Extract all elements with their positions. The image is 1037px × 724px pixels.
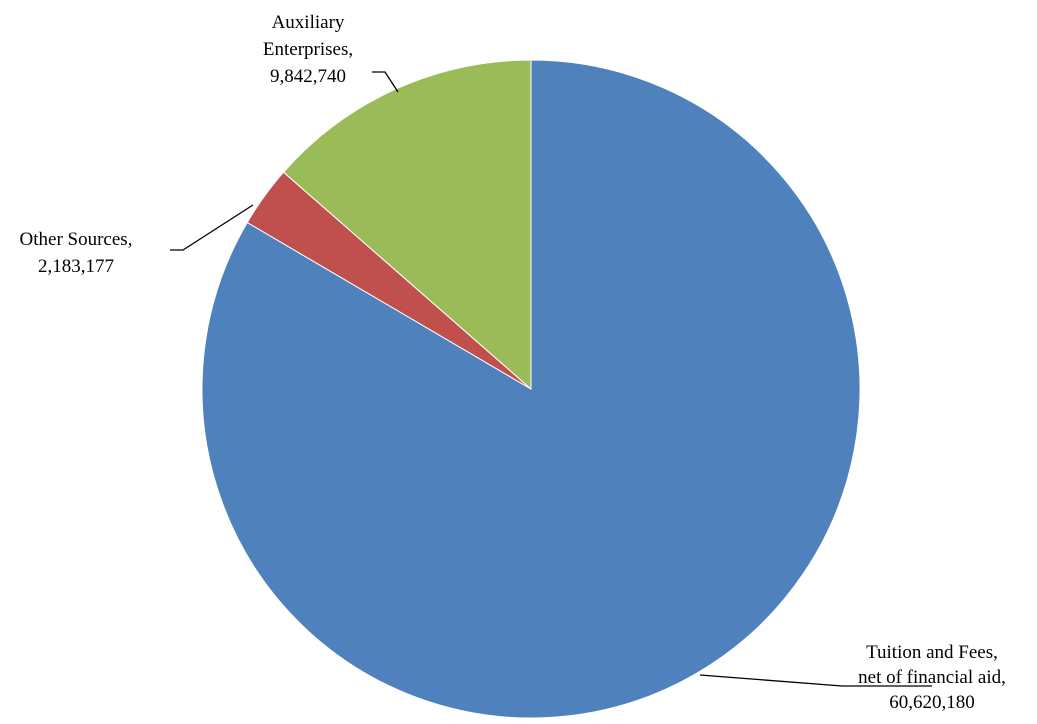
slice-label-line: Tuition and Fees, bbox=[866, 642, 998, 663]
slice-label-2: Auxiliary Enterprises, 9,842,740 bbox=[263, 12, 353, 87]
leader-line-0 bbox=[699, 674, 932, 687]
leader-line-1 bbox=[170, 204, 254, 251]
slice-label-line: 9,842,740 bbox=[270, 66, 346, 87]
slice-label-line: Other Sources, bbox=[20, 229, 133, 250]
pie-slice-2 bbox=[282, 59, 532, 391]
leader-line-2 bbox=[372, 71, 399, 93]
slice-label-line: 60,620,180 bbox=[889, 692, 975, 713]
slice-label-line: Enterprises, bbox=[263, 39, 353, 60]
slice-label-line: 2,183,177 bbox=[38, 256, 114, 277]
slice-label-1: Other Sources, 2,183,177 bbox=[20, 229, 133, 277]
slice-label-0: Tuition and Fees, net of financial aid, 60… bbox=[858, 642, 1006, 713]
slice-label-line: net of financial aid, bbox=[858, 667, 1006, 688]
slice-label-line: Auxiliary bbox=[272, 12, 345, 33]
